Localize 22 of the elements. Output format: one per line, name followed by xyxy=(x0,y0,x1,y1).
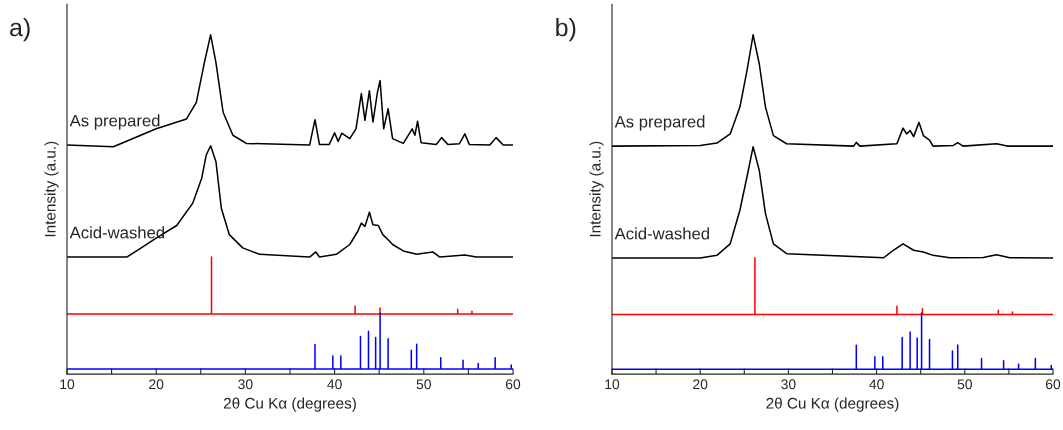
x-tick-label: 20 xyxy=(693,379,708,390)
x-tick-label: 10 xyxy=(60,379,75,390)
chart-title: a) xyxy=(10,17,30,42)
x-tick-label: 60 xyxy=(1045,379,1061,390)
y-axis-title: Intensity (a.u.) xyxy=(589,141,604,237)
x-tick-label: 30 xyxy=(238,379,253,390)
x-tick-label: 40 xyxy=(869,379,884,390)
x-axis-title: 2θ Cu Kα (degrees) xyxy=(223,397,356,412)
x-axis-title: 2θ Cu Kα (degrees) xyxy=(766,397,899,412)
series-label: Acid-washed xyxy=(614,227,709,240)
chart-title: b) xyxy=(556,17,576,42)
series-label: As prepared xyxy=(69,114,160,130)
series-label: Acid-washed xyxy=(69,226,165,239)
series-label: As prepared xyxy=(614,115,705,131)
x-tick-label: 50 xyxy=(416,379,431,390)
x-tick-label: 60 xyxy=(505,379,521,390)
x-tick-label: 40 xyxy=(327,379,342,390)
x-tick-label: 20 xyxy=(149,379,164,390)
x-tick-label: 30 xyxy=(781,379,796,390)
x-tick-label: 10 xyxy=(605,379,620,390)
y-axis-title: Intensity (a.u.) xyxy=(44,141,59,237)
x-tick-label: 50 xyxy=(957,379,972,390)
